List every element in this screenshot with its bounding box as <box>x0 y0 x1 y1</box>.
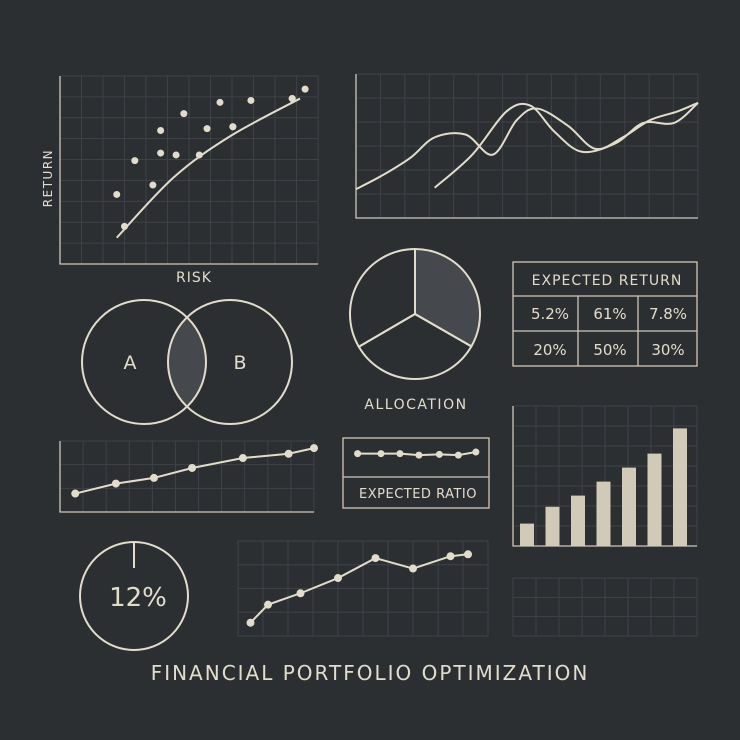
table-cell: 50% <box>593 341 626 359</box>
table-cell: 61% <box>593 305 626 323</box>
empty-grid-panel <box>512 577 698 637</box>
scatter-point <box>180 110 188 118</box>
scatter-point <box>131 157 139 165</box>
trend-point <box>371 554 380 563</box>
trend-point <box>409 564 417 573</box>
scatter-point <box>149 181 157 189</box>
frontier-marker <box>288 95 296 103</box>
growth-point <box>149 473 158 482</box>
scatter-point <box>301 85 309 93</box>
pie-slice <box>414 247 481 348</box>
trend-point <box>246 618 255 627</box>
trend-panel <box>237 540 489 637</box>
scatter-y-label: RETURN <box>41 149 55 207</box>
trend-point <box>334 574 342 583</box>
ratio-point <box>454 451 462 459</box>
table-cell: 20% <box>533 341 566 359</box>
ratio-point <box>472 448 480 456</box>
curve-series-b <box>433 102 699 189</box>
trend-point <box>446 552 455 561</box>
scatter-x-label: RISK <box>176 270 212 286</box>
trend-line <box>249 553 469 624</box>
trend-point <box>296 589 305 598</box>
bar <box>647 453 662 546</box>
gauge-panel: 12% <box>79 541 189 651</box>
scatter-grid <box>59 75 319 265</box>
page-title: FINANCIAL PORTFOLIO OPTIMIZATION <box>151 661 590 685</box>
growth-point <box>284 449 293 458</box>
efficient-frontier-line <box>116 97 301 239</box>
venn-label-a: A <box>124 352 137 374</box>
trend-point <box>464 550 472 559</box>
curve-axes <box>355 74 698 219</box>
growth-point <box>188 463 197 472</box>
scatter-point <box>172 151 180 159</box>
growth-point <box>238 454 247 463</box>
venn-circle-b <box>167 299 293 425</box>
bar <box>571 495 585 546</box>
table-title: EXPECTED RETURN <box>532 273 683 289</box>
pie-slice <box>349 247 416 349</box>
venn-circle-a <box>81 299 207 425</box>
scatter-point <box>216 98 224 106</box>
pie-slices <box>349 247 481 380</box>
trend-points <box>246 550 472 627</box>
ratio-point <box>396 450 404 458</box>
scatter-panel: RISK RETURN <box>41 75 319 286</box>
venn-label-b: B <box>233 352 246 374</box>
bar <box>545 506 560 546</box>
gauge-value: 12% <box>109 583 167 613</box>
table-cell: 7.8% <box>649 305 687 323</box>
frontier-marker <box>121 222 128 230</box>
bar <box>520 523 534 546</box>
empty-grid <box>512 577 698 637</box>
curve-panel <box>355 73 699 219</box>
frontier-markers <box>121 95 296 230</box>
scatter-point <box>157 149 165 157</box>
table-frame <box>512 261 698 367</box>
expected-return-table: EXPECTED RETURN 5.2% 61% 7.8% 20% 50% 30… <box>512 261 698 367</box>
growth-points <box>71 444 318 498</box>
growth-point <box>111 479 120 488</box>
allocation-pie: ALLOCATION <box>349 247 481 413</box>
table-cell: 30% <box>651 341 684 359</box>
trend-point <box>264 600 272 609</box>
growth-line-panel <box>59 440 318 513</box>
bars <box>520 428 687 546</box>
bar <box>673 428 687 546</box>
frontier-marker <box>229 123 237 131</box>
pie-slice <box>357 312 473 380</box>
bar <box>596 481 611 546</box>
ratio-label: EXPECTED RATIO <box>359 487 477 502</box>
ratio-frame <box>342 437 490 509</box>
scatter-point <box>203 125 211 133</box>
growth-point <box>310 444 318 453</box>
ratio-point <box>415 451 423 459</box>
expected-ratio-panel: EXPECTED RATIO <box>342 437 490 509</box>
scatter-point <box>247 96 255 104</box>
scatter-axes <box>59 76 318 265</box>
venn-diagram: A B <box>81 299 293 425</box>
ratio-point <box>354 450 362 458</box>
frontier-marker <box>195 151 203 159</box>
bar-panel <box>512 405 698 547</box>
scatter-points <box>113 85 309 198</box>
ratio-point <box>377 450 385 458</box>
ratio-point <box>435 450 443 458</box>
scatter-point <box>113 190 121 198</box>
curve-grid <box>355 73 699 219</box>
scatter-point <box>157 127 165 135</box>
growth-point <box>71 489 80 498</box>
table-cell: 5.2% <box>531 305 569 323</box>
growth-axes <box>59 441 314 513</box>
bar <box>622 467 636 546</box>
pie-label: ALLOCATION <box>364 397 467 413</box>
ratio-points <box>354 448 480 459</box>
growth-grid <box>59 440 315 513</box>
